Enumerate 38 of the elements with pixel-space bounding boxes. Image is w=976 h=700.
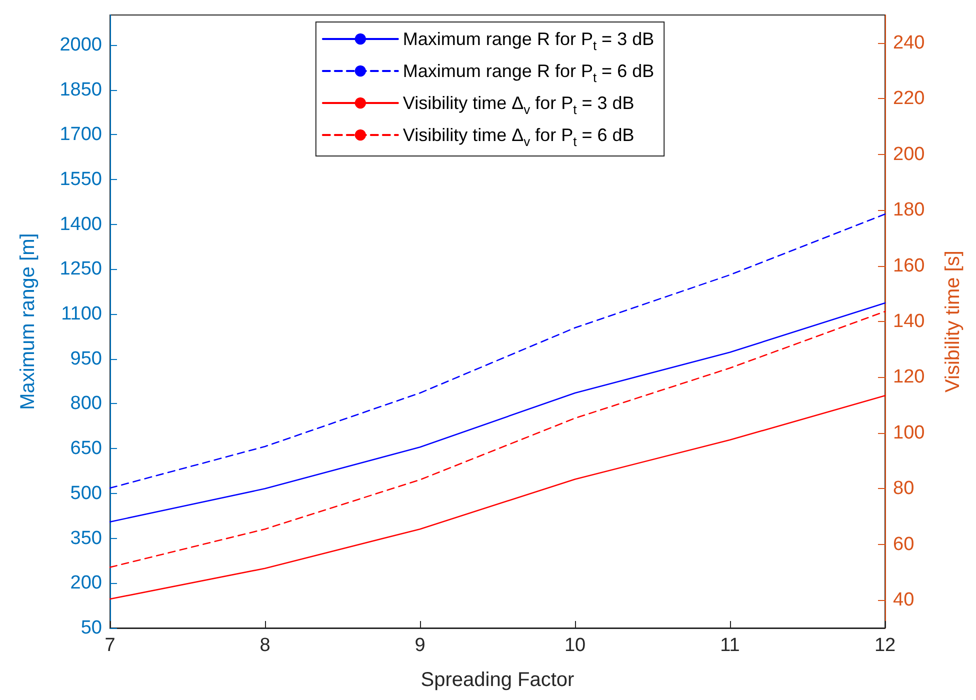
x-tick-label: 10 — [564, 635, 586, 656]
y2-tick-label: 180 — [893, 200, 925, 221]
y-tick-label: 1550 — [60, 168, 102, 190]
y2-tick-label: 140 — [893, 311, 925, 332]
y-tick-label: 2000 — [60, 34, 102, 56]
y-tick-label: 500 — [70, 482, 102, 504]
x-tick-label: 7 — [104, 635, 116, 656]
y2-tick-label: 220 — [893, 88, 925, 110]
y2-tick-label: 240 — [893, 32, 925, 54]
y2-tick-label: 40 — [893, 590, 914, 611]
line-series — [109, 394, 886, 600]
x-tick-label: 8 — [260, 635, 270, 656]
y-tick-label: 800 — [70, 393, 102, 414]
x-tick-label: 12 — [874, 635, 896, 656]
y-tick-label: 650 — [70, 438, 102, 460]
y-tick-label: 950 — [70, 348, 102, 370]
y-axis-title: Maximum range [m] — [17, 233, 39, 410]
y-tick-label: 1400 — [60, 214, 102, 235]
y-tick-label: 50 — [80, 618, 102, 638]
y2-tick-label: 80 — [893, 478, 914, 500]
line-series — [109, 302, 886, 522]
line-series — [109, 214, 886, 489]
line-series — [109, 310, 886, 568]
y2-tick-label: 120 — [893, 366, 925, 388]
y-tick-label: 1850 — [60, 79, 102, 100]
x-tick-label: 9 — [414, 635, 426, 656]
y2-tick-label: 160 — [893, 255, 925, 276]
y-tick-label: 350 — [70, 528, 102, 549]
y-tick-label: 1250 — [60, 258, 102, 280]
y-tick-label: 1100 — [61, 304, 102, 325]
y2-axis-title: Visibility time [s] — [942, 250, 964, 392]
x-axis-title: Spreading Factor — [420, 669, 575, 691]
y2-tick-label: 60 — [893, 534, 914, 555]
y2-tick-label: 200 — [893, 144, 925, 165]
x-tick-label: 11 — [720, 635, 740, 656]
y-tick-label: 1700 — [60, 124, 102, 146]
y-tick-label: 200 — [70, 572, 102, 594]
y2-tick-label: 100 — [893, 422, 925, 444]
